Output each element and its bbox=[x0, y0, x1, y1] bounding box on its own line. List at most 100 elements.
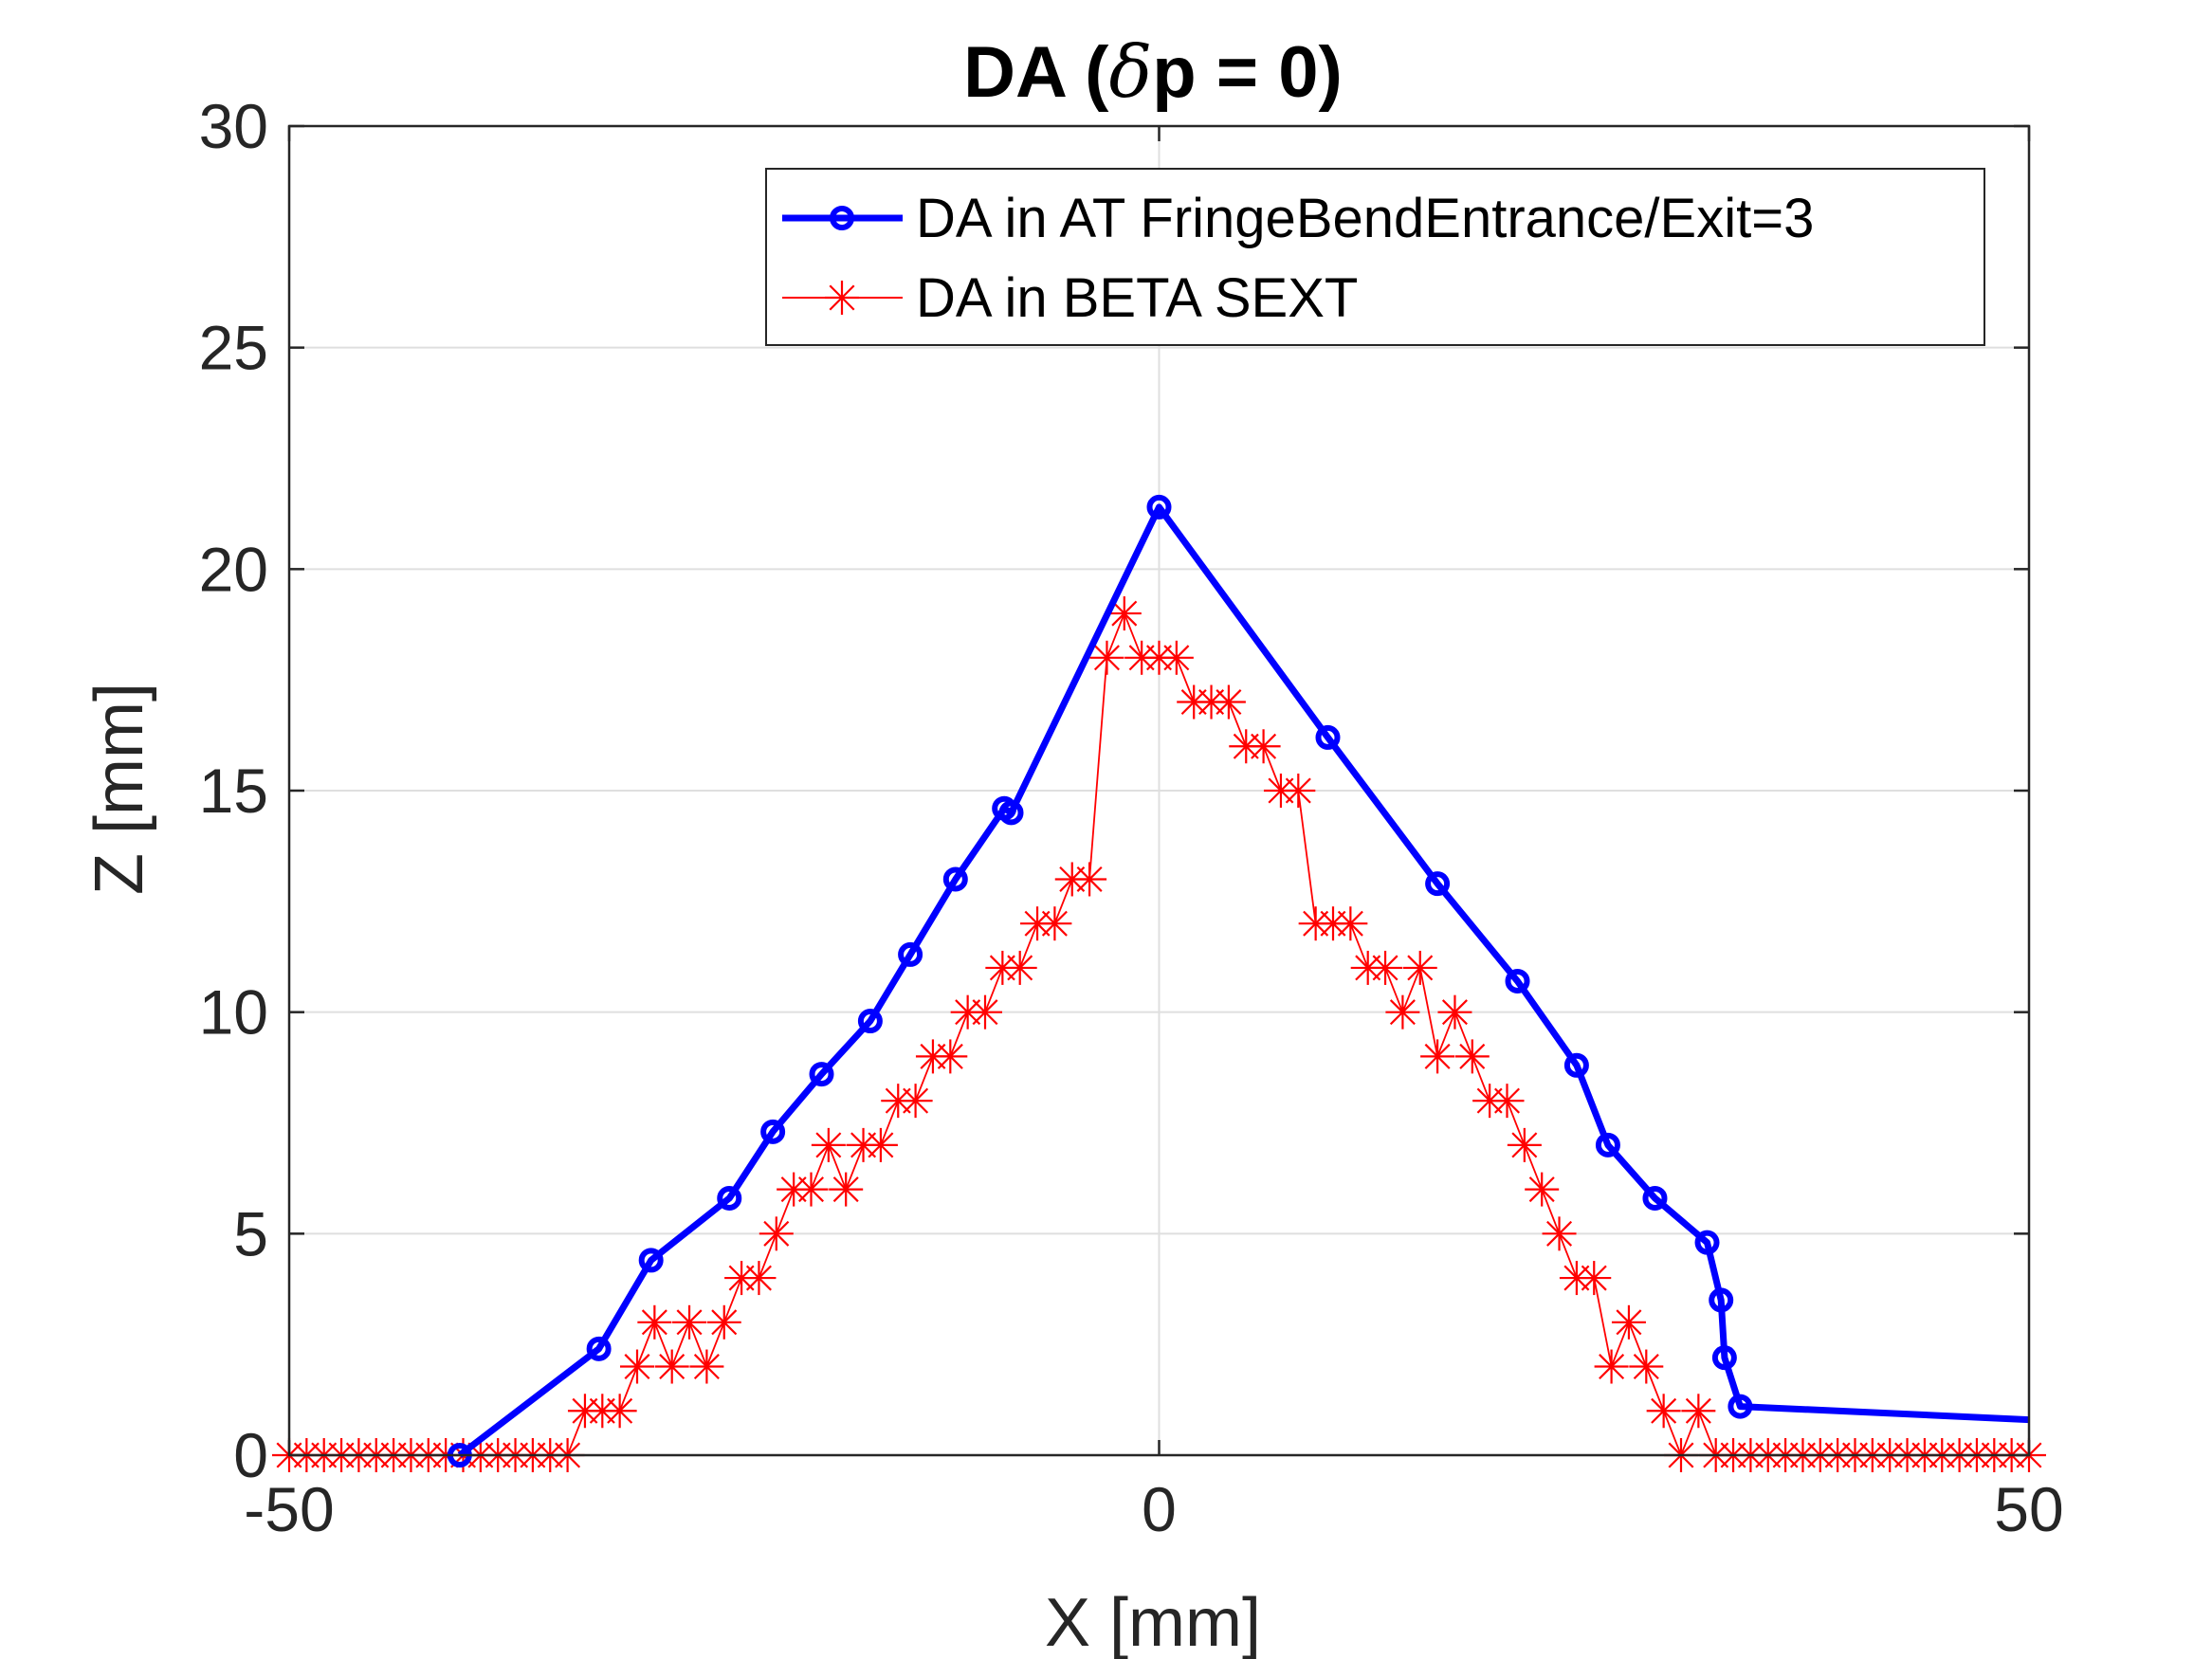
data-point bbox=[759, 1216, 794, 1251]
data-point bbox=[741, 1261, 777, 1296]
asterisk-stroke bbox=[1372, 955, 1398, 981]
data-point bbox=[1681, 1394, 1716, 1429]
legend-label-beta: DA in BETA SEXT bbox=[916, 267, 1358, 329]
legend-box bbox=[765, 168, 1985, 346]
asterisk-stroke bbox=[1076, 866, 1103, 892]
data-point bbox=[857, 1009, 883, 1034]
data-point bbox=[1402, 950, 1437, 985]
asterisk-stroke bbox=[1633, 1354, 1659, 1380]
asterisk-stroke bbox=[745, 1265, 772, 1291]
asterisk-stroke bbox=[607, 1397, 633, 1424]
legend-entry-at: DA in AT FringeBendEntrance/Exit=3 bbox=[782, 188, 1814, 249]
data-point bbox=[1711, 1345, 1737, 1371]
data-point bbox=[638, 1248, 664, 1273]
asterisk-stroke bbox=[1616, 1309, 1642, 1336]
x-tick-label: 50 bbox=[1994, 1474, 2063, 1544]
data-point bbox=[1728, 1394, 1753, 1419]
asterisk-stroke bbox=[1093, 645, 1120, 671]
data-point bbox=[1106, 596, 1142, 631]
data-point bbox=[998, 800, 1024, 826]
data-point bbox=[1246, 729, 1281, 764]
asterisk-stroke bbox=[641, 1309, 667, 1336]
data-point bbox=[811, 1127, 846, 1162]
data-point bbox=[1490, 1084, 1525, 1119]
legend-marker-beta bbox=[825, 281, 859, 315]
asterisk-stroke bbox=[1163, 645, 1190, 671]
data-point bbox=[1368, 950, 1403, 985]
y-tick-label: 25 bbox=[199, 313, 268, 383]
data-point bbox=[1159, 640, 1194, 675]
data-point bbox=[1629, 1349, 1664, 1384]
asterisk-stroke bbox=[1007, 955, 1033, 981]
y-tick-label: 20 bbox=[199, 534, 268, 604]
series-line-at bbox=[457, 503, 2030, 1458]
asterisk-stroke bbox=[1459, 1043, 1486, 1069]
asterisk-stroke bbox=[829, 284, 855, 311]
x-tick-label: 0 bbox=[1142, 1474, 1177, 1544]
data-point bbox=[1577, 1261, 1612, 1296]
data-point bbox=[898, 1084, 933, 1119]
data-point bbox=[1646, 1394, 1681, 1429]
series-beta bbox=[272, 596, 2046, 1472]
y-tick-label: 15 bbox=[199, 756, 268, 826]
asterisk-stroke bbox=[1389, 999, 1416, 1026]
data-point bbox=[1709, 1287, 1734, 1313]
data-point bbox=[1594, 1349, 1629, 1384]
y-axis-label: Z [mm] bbox=[82, 683, 157, 895]
data-point bbox=[1505, 968, 1530, 994]
asterisk-stroke bbox=[797, 1176, 825, 1203]
asterisk-stroke bbox=[763, 1220, 790, 1247]
asterisk-stroke bbox=[1041, 910, 1068, 937]
data-point bbox=[1694, 1230, 1720, 1255]
data-point bbox=[1002, 950, 1037, 985]
asterisk-stroke bbox=[937, 1043, 963, 1069]
data-point bbox=[829, 1172, 864, 1207]
data-point bbox=[942, 866, 968, 892]
data-point bbox=[794, 1172, 829, 1207]
data-point bbox=[1211, 684, 1246, 720]
asterisk-stroke bbox=[1285, 777, 1311, 804]
asterisk-stroke bbox=[711, 1309, 738, 1336]
data-point bbox=[706, 1304, 741, 1340]
asterisk-stroke bbox=[624, 1354, 650, 1380]
series-layer bbox=[272, 494, 2046, 1472]
asterisk-stroke bbox=[1407, 955, 1434, 981]
data-point bbox=[586, 1336, 612, 1361]
asterisk-stroke bbox=[972, 999, 998, 1026]
asterisk-stroke bbox=[1546, 1220, 1573, 1247]
y-tick-label: 0 bbox=[233, 1420, 268, 1490]
data-point bbox=[1385, 994, 1420, 1030]
y-tick-label: 30 bbox=[199, 91, 268, 161]
series-at bbox=[447, 494, 2030, 1468]
x-axis-label: X [mm] bbox=[1045, 1585, 1261, 1659]
asterisk-stroke bbox=[1216, 689, 1242, 716]
asterisk-stroke bbox=[1685, 1397, 1711, 1424]
asterisk-stroke bbox=[659, 1354, 686, 1380]
data-point bbox=[1525, 1172, 1560, 1207]
data-point bbox=[1595, 1132, 1620, 1158]
asterisk-stroke bbox=[815, 1132, 842, 1158]
data-point bbox=[637, 1304, 672, 1340]
data-point bbox=[717, 1185, 742, 1211]
data-point bbox=[689, 1349, 724, 1384]
data-point bbox=[1333, 906, 1368, 941]
data-point bbox=[1281, 774, 1316, 808]
asterisk-stroke bbox=[1599, 1354, 1625, 1380]
asterisk-stroke bbox=[1441, 999, 1468, 1026]
data-point bbox=[760, 1119, 786, 1144]
asterisk-stroke bbox=[1651, 1397, 1677, 1424]
asterisk-stroke bbox=[832, 1176, 859, 1203]
asterisk-stroke bbox=[1337, 910, 1363, 937]
data-point bbox=[968, 994, 1002, 1030]
asterisk-stroke bbox=[903, 1087, 929, 1114]
legend-label-at: DA in AT FringeBendEntrance/Exit=3 bbox=[916, 188, 1814, 249]
asterisk-stroke bbox=[1493, 1087, 1521, 1114]
data-point bbox=[654, 1349, 689, 1384]
data-point bbox=[1542, 1216, 1577, 1251]
asterisk-stroke bbox=[1111, 600, 1138, 627]
data-point bbox=[1425, 871, 1451, 897]
data-point bbox=[1089, 640, 1124, 675]
data-point bbox=[1072, 862, 1107, 897]
legend-asterisk bbox=[825, 281, 859, 315]
asterisk-stroke bbox=[1528, 1176, 1555, 1203]
